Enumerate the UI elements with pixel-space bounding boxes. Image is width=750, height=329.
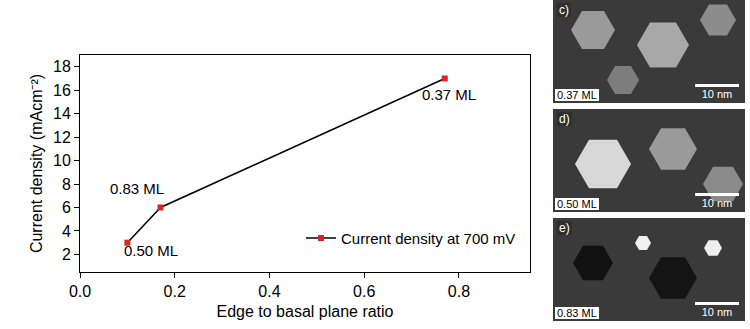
html-text:10 nm: 10 nm xyxy=(701,306,733,318)
html-text:0.83 ML: 0.83 ML xyxy=(557,307,597,319)
svg-text:0.4: 0.4 xyxy=(258,283,280,300)
svg-text:0.2: 0.2 xyxy=(164,283,186,300)
svg-text:0.83 ML: 0.83 ML xyxy=(110,180,164,197)
svg-text:0.50 ML: 0.50 ML xyxy=(124,242,178,259)
html-text:0.37 ML: 0.37 ML xyxy=(557,89,597,101)
html-text:10 nm: 10 nm xyxy=(701,88,733,100)
svg-text:0.37 ML: 0.37 ML xyxy=(422,86,476,103)
html-text:e): e) xyxy=(559,221,570,235)
svg-text:18: 18 xyxy=(53,58,71,75)
svg-text:2: 2 xyxy=(62,246,71,263)
svg-text:10: 10 xyxy=(53,152,71,169)
svg-text:Current density (mAcm⁻²): Current density (mAcm⁻²) xyxy=(28,74,45,253)
svg-text:6: 6 xyxy=(62,199,71,216)
svg-text:0.6: 0.6 xyxy=(353,283,375,300)
svg-text:8: 8 xyxy=(62,176,71,193)
svg-text:Current density at 700 mV: Current density at 700 mV xyxy=(341,230,515,247)
svg-text:4: 4 xyxy=(62,223,71,240)
html-text:0.50 ML: 0.50 ML xyxy=(557,198,597,210)
svg-text:16: 16 xyxy=(53,82,71,99)
html-text:d): d) xyxy=(559,112,570,126)
svg-text:0.8: 0.8 xyxy=(448,283,470,300)
svg-text:12: 12 xyxy=(53,129,71,146)
svg-text:14: 14 xyxy=(53,105,71,122)
svg-text:Edge to basal plane ratio: Edge to basal plane ratio xyxy=(216,303,393,320)
html-text:c): c) xyxy=(559,3,569,17)
html-text:10 nm: 10 nm xyxy=(701,197,733,209)
svg-text:0.0: 0.0 xyxy=(69,283,91,300)
